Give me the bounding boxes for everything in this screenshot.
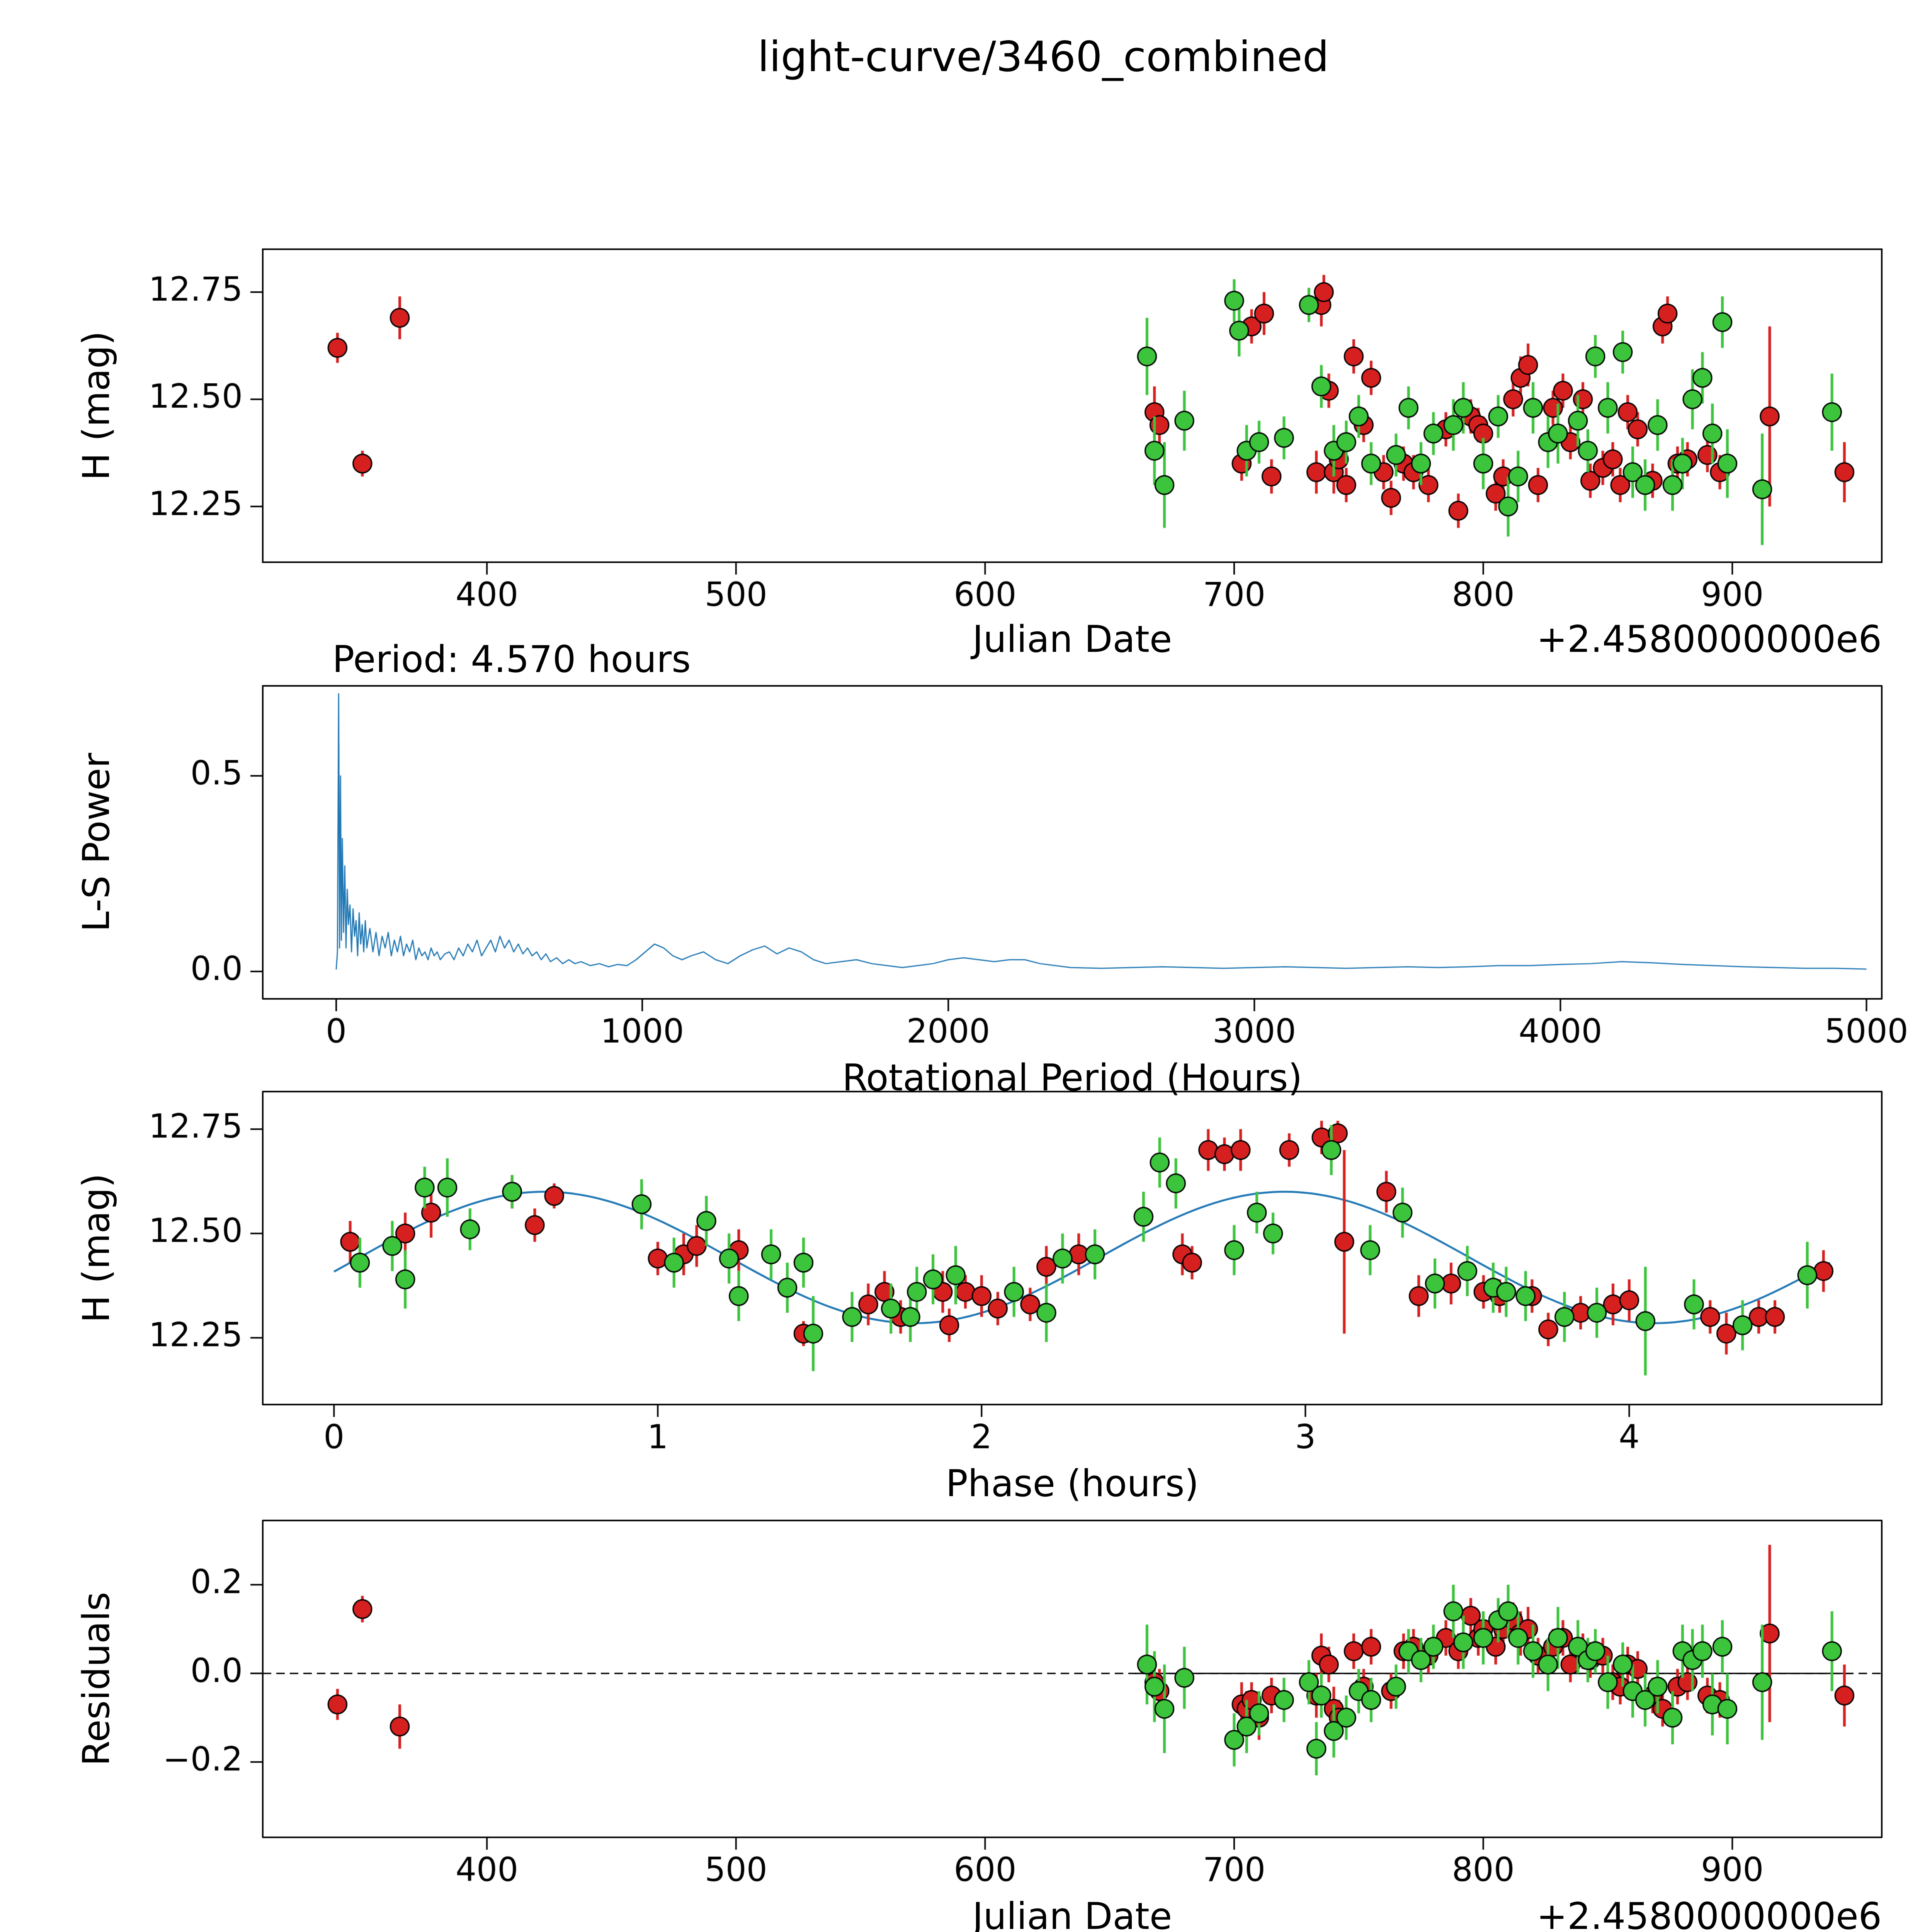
panel3-x-axis-label: Phase (hours) [946,1463,1199,1505]
panel3-y-axis-label: H (mag) [75,1173,118,1323]
panel2-y-axis-label: L-S Power [75,753,118,932]
panel1-x-axis-label: Julian Date [972,618,1172,661]
panel4-y-axis-label: Residuals [75,1592,118,1766]
panel1-y-axis-label: H (mag) [75,331,118,481]
figure-title: light-curve/3460_combined [757,33,1329,81]
panel4-x-axis-label: Julian Date [972,1895,1172,1932]
panel1-x-axis-offset: +2.4580000000e6 [1536,618,1882,661]
panel2-x-axis-label: Rotational Period (Hours) [842,1057,1303,1099]
panel4-x-axis-offset: +2.4580000000e6 [1536,1895,1882,1932]
period-annotation: Period: 4.570 hours [332,638,691,681]
